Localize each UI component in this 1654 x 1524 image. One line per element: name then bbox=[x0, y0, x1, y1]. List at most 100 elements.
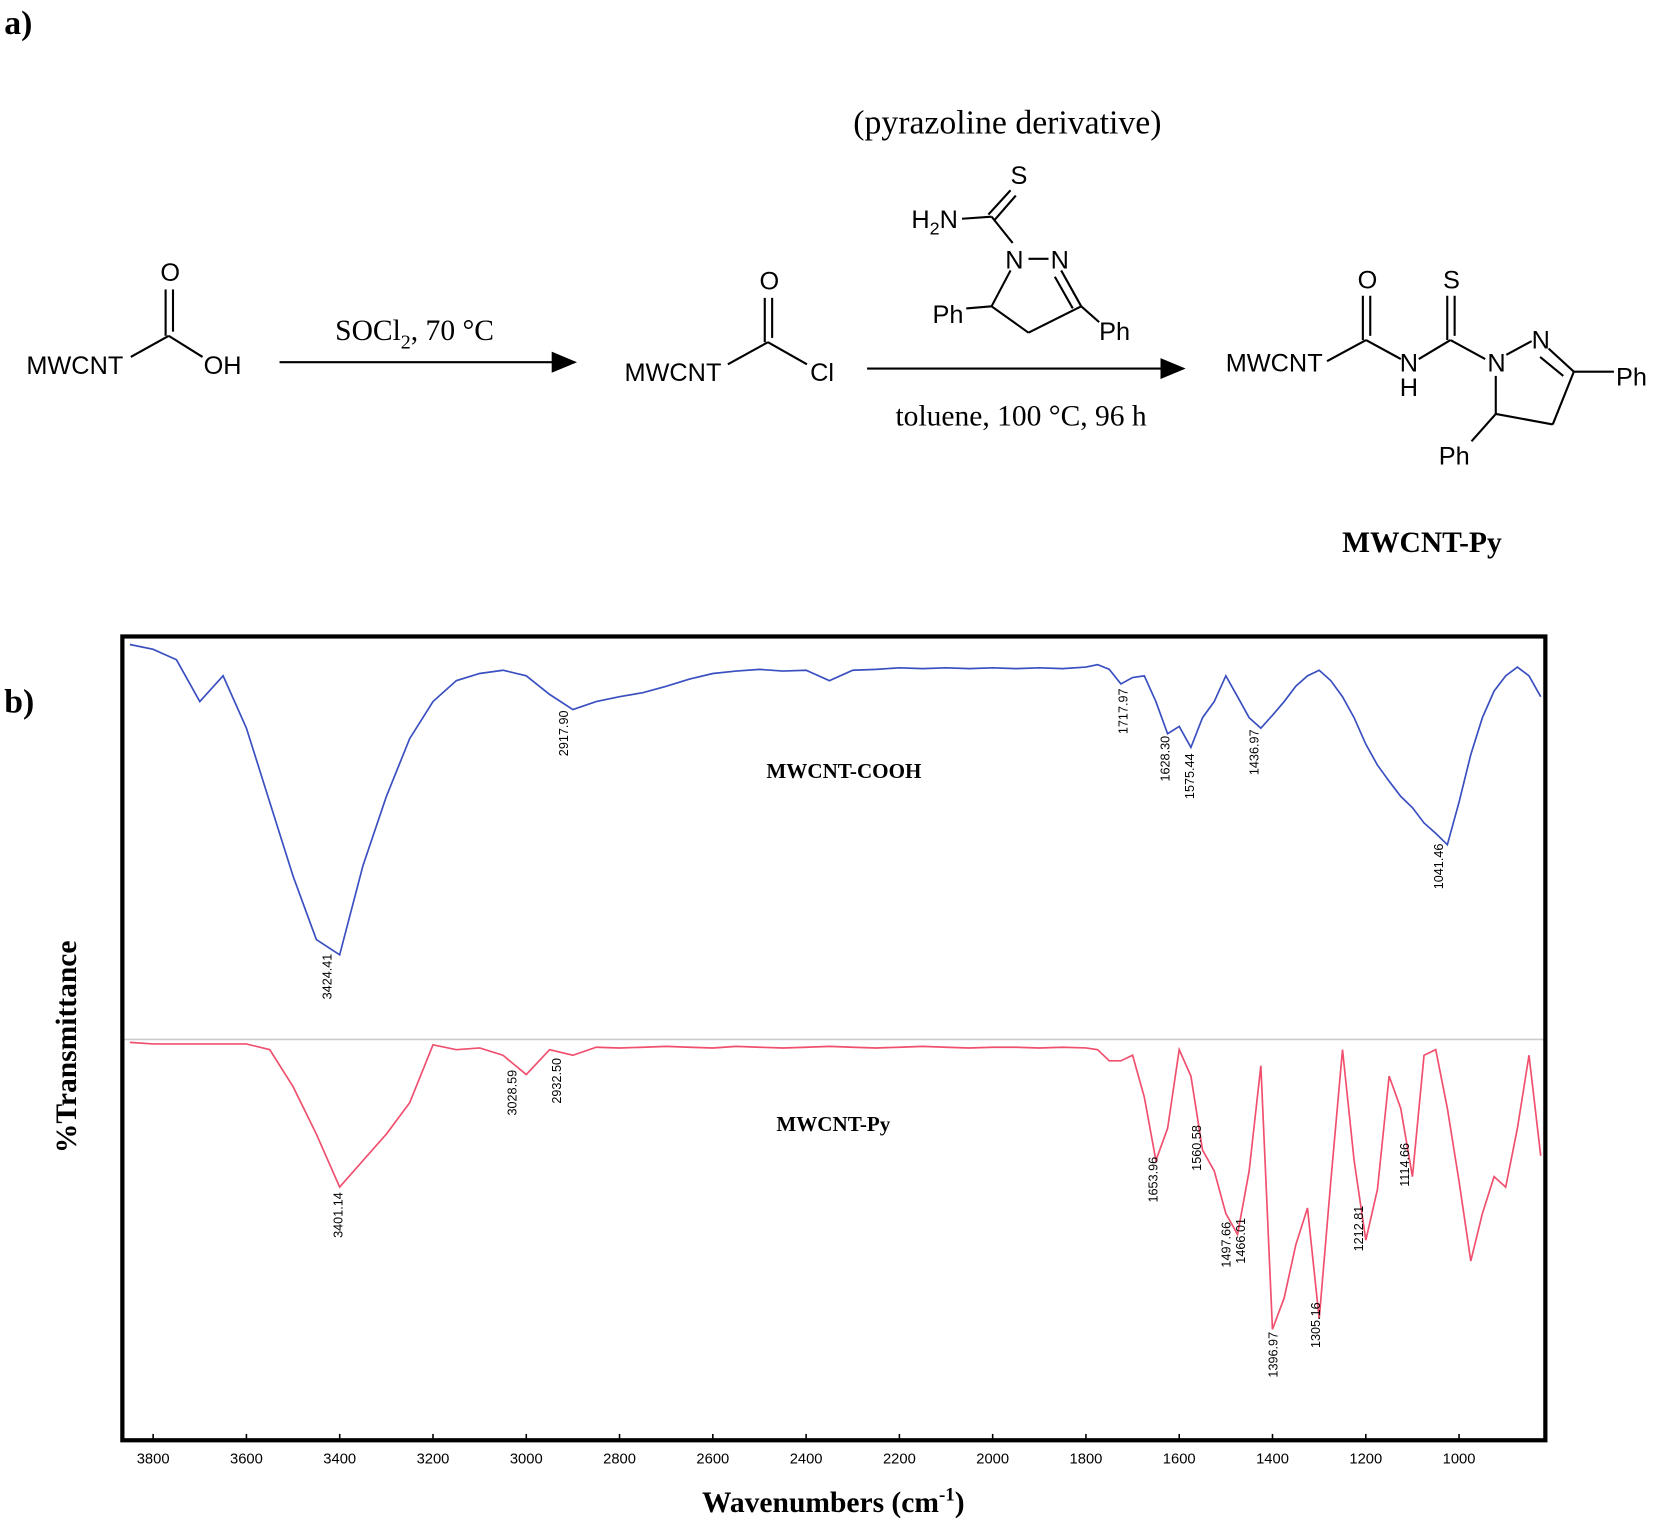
bonds bbox=[961, 189, 1100, 334]
reagent-text: SOCl bbox=[335, 315, 401, 347]
bond bbox=[993, 194, 1017, 221]
atom-label: N bbox=[1005, 246, 1023, 274]
x-tick-label: 3600 bbox=[230, 1451, 263, 1467]
x-tick-label: 1600 bbox=[1163, 1451, 1196, 1467]
peak-label: 1305.16 bbox=[1309, 1302, 1323, 1348]
bond bbox=[1547, 347, 1575, 373]
peak-label: 1497.66 bbox=[1219, 1222, 1233, 1268]
x-tick-label: 1200 bbox=[1349, 1451, 1382, 1467]
bond bbox=[1495, 412, 1553, 426]
subscript: 2 bbox=[930, 219, 940, 239]
bond bbox=[990, 215, 1014, 244]
x-tick-label: 1000 bbox=[1443, 1451, 1476, 1467]
atom: H bbox=[911, 206, 929, 234]
bond bbox=[966, 305, 992, 310]
atom-label: OH bbox=[204, 352, 242, 380]
atom-label: Cl bbox=[810, 359, 834, 387]
peak-label: 3028.59 bbox=[505, 1070, 519, 1116]
bond bbox=[1539, 356, 1564, 377]
bond bbox=[1505, 340, 1533, 356]
x-tick-label: 1400 bbox=[1256, 1451, 1289, 1467]
bonds bbox=[1326, 295, 1614, 443]
peak-label: 3424.41 bbox=[321, 954, 335, 1000]
x-title-close: ) bbox=[955, 1487, 965, 1519]
bond bbox=[1449, 339, 1486, 360]
peak-label: 1466.01 bbox=[1234, 1218, 1248, 1264]
atom-label: S bbox=[1443, 266, 1460, 294]
peak-label: 1396.97 bbox=[1266, 1332, 1280, 1378]
bond bbox=[1418, 339, 1451, 360]
peak-label: 1628.30 bbox=[1158, 736, 1172, 782]
x-tick-label: 3000 bbox=[510, 1451, 543, 1467]
x-title-text: Wavenumbers (cm bbox=[702, 1487, 939, 1519]
x-tick-label: 3800 bbox=[137, 1451, 170, 1467]
x-tick-label: 3200 bbox=[417, 1451, 450, 1467]
peak-label: 1212.81 bbox=[1352, 1206, 1366, 1252]
bond bbox=[130, 334, 170, 358]
spectrum-line bbox=[129, 1041, 1542, 1330]
x-tick-label: 2600 bbox=[696, 1451, 729, 1467]
atom-label: Ph bbox=[1616, 363, 1647, 391]
bond bbox=[1053, 276, 1074, 309]
atom-label: MWCNT bbox=[624, 359, 721, 387]
x-tick-label: 1800 bbox=[1070, 1451, 1103, 1467]
atom: N bbox=[940, 206, 958, 234]
atom-label: Ph bbox=[1439, 443, 1470, 471]
peak-label: 1436.97 bbox=[1248, 729, 1262, 775]
atom-label: O bbox=[759, 267, 779, 295]
plot-frame bbox=[120, 634, 1548, 1443]
reagent: SOCl2, 70 °C bbox=[335, 315, 494, 353]
bond bbox=[1028, 305, 1082, 334]
bond bbox=[987, 189, 1012, 216]
x-tick-label: 2200 bbox=[883, 1451, 916, 1467]
spectrum-line bbox=[129, 643, 1542, 957]
atom-label: O bbox=[160, 259, 180, 287]
peak-label: 1560.58 bbox=[1190, 1125, 1204, 1171]
bond bbox=[1470, 413, 1497, 443]
peak-label: 3401.14 bbox=[332, 1192, 346, 1238]
atom-label: N bbox=[1051, 246, 1069, 274]
atom-label: Ph bbox=[932, 301, 963, 329]
product-name: MWCNT-Py bbox=[1342, 527, 1502, 559]
bond bbox=[1365, 339, 1402, 360]
bond bbox=[990, 269, 1012, 307]
x-tick-label: 2800 bbox=[603, 1451, 636, 1467]
peak-label: 1653.96 bbox=[1146, 1157, 1160, 1203]
peak-label: 2917.90 bbox=[557, 710, 571, 756]
bond bbox=[1326, 339, 1367, 363]
atom-label: MWCNT bbox=[1226, 350, 1323, 378]
atom-label: N bbox=[1532, 327, 1550, 355]
x-axis-title: Wavenumbers (cm-1) bbox=[702, 1484, 965, 1519]
panel-label: b) bbox=[4, 683, 34, 720]
peak-label: 1041.46 bbox=[1432, 844, 1446, 890]
bond bbox=[1080, 305, 1100, 323]
x-tick-label: 2000 bbox=[976, 1451, 1009, 1467]
bond bbox=[990, 305, 1030, 334]
subscript: 2 bbox=[401, 332, 411, 354]
peak-label: 1717.97 bbox=[1117, 688, 1131, 734]
panel-label: a) bbox=[4, 5, 32, 42]
bond bbox=[1060, 269, 1083, 307]
conditions: , 70 °C bbox=[411, 315, 494, 347]
bond bbox=[961, 215, 992, 220]
peak-label: 1114.66 bbox=[1398, 1143, 1412, 1187]
bond bbox=[1551, 371, 1575, 425]
atom-label: S bbox=[1011, 162, 1028, 190]
series-label: MWCNT-COOH bbox=[766, 759, 922, 783]
atom-label: H bbox=[1400, 374, 1418, 402]
peak-label: 1575.44 bbox=[1183, 753, 1197, 799]
atom-label: N bbox=[1487, 350, 1505, 378]
atom-label: O bbox=[1358, 266, 1378, 294]
y-axis-title: %Transmittance bbox=[51, 941, 83, 1154]
superscript: -1 bbox=[939, 1484, 955, 1505]
bond bbox=[767, 341, 808, 366]
atom-label: H2N bbox=[911, 206, 958, 238]
bonds bbox=[130, 289, 204, 358]
bond bbox=[727, 341, 769, 366]
caption: (pyrazoline derivative) bbox=[853, 104, 1161, 141]
atom-label: N bbox=[1400, 350, 1418, 378]
x-tick-label: 3400 bbox=[323, 1451, 356, 1467]
atom-label: Ph bbox=[1099, 318, 1130, 346]
